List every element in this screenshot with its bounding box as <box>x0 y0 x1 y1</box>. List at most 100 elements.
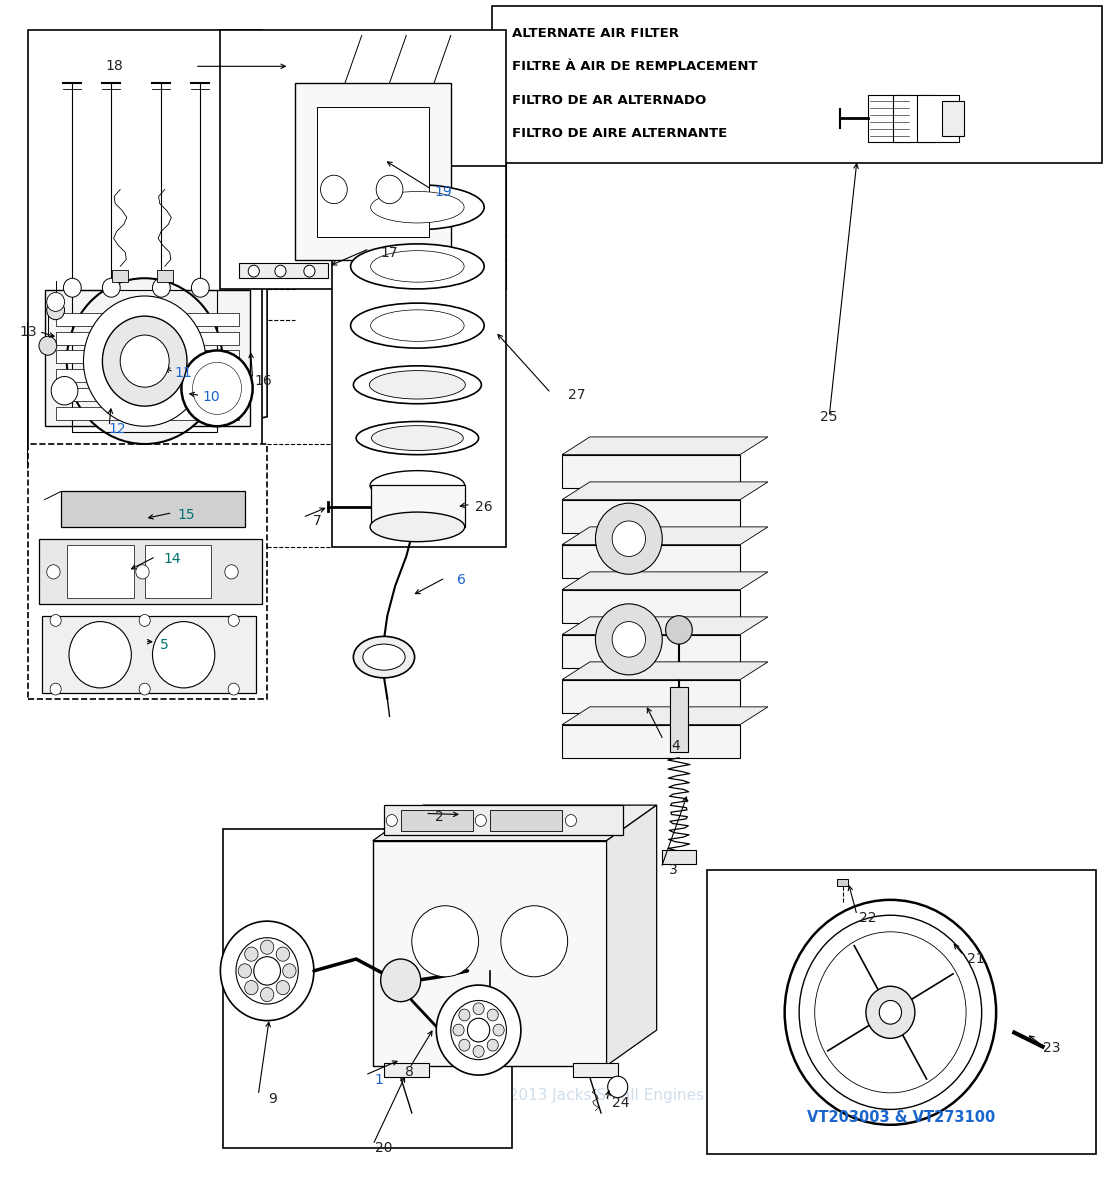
Bar <box>562 725 740 758</box>
Text: 8: 8 <box>405 1064 414 1079</box>
Circle shape <box>47 292 65 311</box>
Circle shape <box>83 296 206 426</box>
Circle shape <box>386 815 397 826</box>
Text: 26: 26 <box>475 500 493 514</box>
Circle shape <box>152 278 170 297</box>
Circle shape <box>275 265 286 277</box>
Text: 13: 13 <box>19 324 37 339</box>
Bar <box>56 407 239 420</box>
Circle shape <box>487 1040 499 1051</box>
Circle shape <box>487 1009 499 1021</box>
Circle shape <box>102 278 120 297</box>
Text: FILTRE À AIR DE REMPLACEMENT: FILTRE À AIR DE REMPLACEMENT <box>512 60 758 73</box>
Ellipse shape <box>371 310 464 341</box>
Circle shape <box>666 616 692 644</box>
Text: 15: 15 <box>177 508 195 522</box>
Bar <box>61 491 245 527</box>
Text: 16: 16 <box>255 374 273 388</box>
Circle shape <box>595 604 662 675</box>
Text: 7: 7 <box>313 514 322 528</box>
Polygon shape <box>562 482 768 500</box>
Circle shape <box>120 335 169 387</box>
Bar <box>56 350 239 363</box>
Ellipse shape <box>371 251 464 282</box>
Polygon shape <box>562 437 768 455</box>
Bar <box>220 30 506 289</box>
Bar <box>490 810 562 831</box>
Ellipse shape <box>351 185 484 230</box>
Text: 27: 27 <box>568 388 585 403</box>
Ellipse shape <box>372 426 463 451</box>
Bar <box>893 95 935 142</box>
Circle shape <box>228 614 239 626</box>
Polygon shape <box>607 805 657 1066</box>
Text: 1: 1 <box>374 1073 383 1087</box>
Circle shape <box>102 316 187 406</box>
Text: FILTRO DE AIRE ALTERNANTE: FILTRO DE AIRE ALTERNANTE <box>512 127 727 140</box>
Polygon shape <box>562 662 768 680</box>
Circle shape <box>459 1009 470 1021</box>
Text: VT203003 & VT273100: VT203003 & VT273100 <box>807 1109 996 1125</box>
Bar <box>562 500 740 533</box>
Circle shape <box>276 980 289 995</box>
Bar <box>223 829 512 1148</box>
Bar <box>332 166 506 547</box>
Circle shape <box>612 521 646 556</box>
Polygon shape <box>562 617 768 635</box>
Bar <box>868 95 910 142</box>
Circle shape <box>50 683 61 695</box>
Circle shape <box>453 1024 464 1036</box>
Bar <box>295 83 451 260</box>
Text: 22: 22 <box>859 910 877 925</box>
Bar <box>317 107 429 237</box>
Circle shape <box>612 622 646 657</box>
Circle shape <box>467 1018 490 1042</box>
Bar <box>56 369 239 382</box>
Ellipse shape <box>353 637 414 678</box>
Bar <box>56 388 239 401</box>
Circle shape <box>459 1040 470 1051</box>
Circle shape <box>245 980 258 995</box>
Circle shape <box>136 565 149 579</box>
Bar <box>28 30 262 450</box>
Circle shape <box>139 614 150 626</box>
Circle shape <box>475 815 486 826</box>
Text: 12: 12 <box>108 422 126 436</box>
Circle shape <box>595 503 662 574</box>
Text: 25: 25 <box>820 410 838 424</box>
Circle shape <box>608 1076 628 1098</box>
Circle shape <box>436 985 521 1075</box>
Circle shape <box>799 915 982 1109</box>
Circle shape <box>139 683 150 695</box>
Polygon shape <box>28 272 267 468</box>
Bar <box>384 805 623 835</box>
Circle shape <box>412 906 479 977</box>
Bar <box>371 485 465 527</box>
Bar <box>562 635 740 668</box>
Bar <box>562 545 740 578</box>
Circle shape <box>321 175 347 204</box>
Bar <box>157 270 173 282</box>
Text: 2: 2 <box>435 810 444 824</box>
Text: 3: 3 <box>669 863 678 877</box>
Circle shape <box>51 377 78 405</box>
Bar <box>670 687 688 752</box>
Circle shape <box>220 921 314 1021</box>
Circle shape <box>181 350 253 426</box>
Circle shape <box>67 278 223 444</box>
Bar <box>42 616 256 693</box>
Bar <box>562 680 740 713</box>
Bar <box>917 95 959 142</box>
Circle shape <box>254 957 280 985</box>
Bar <box>942 101 964 136</box>
Ellipse shape <box>353 366 481 404</box>
Text: 19: 19 <box>434 185 452 199</box>
Circle shape <box>451 1000 506 1060</box>
Bar <box>384 1063 429 1077</box>
Circle shape <box>473 1003 484 1015</box>
Bar <box>707 870 1096 1154</box>
Circle shape <box>565 815 577 826</box>
Circle shape <box>381 959 421 1002</box>
Circle shape <box>39 336 57 355</box>
Circle shape <box>493 1024 504 1036</box>
